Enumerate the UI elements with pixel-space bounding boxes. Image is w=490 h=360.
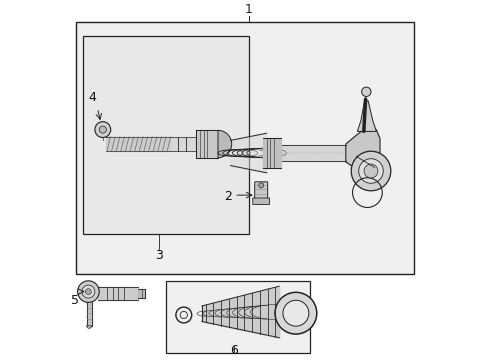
Circle shape bbox=[86, 289, 91, 294]
Bar bbox=[76, 22, 414, 274]
Circle shape bbox=[351, 151, 391, 191]
Circle shape bbox=[275, 292, 317, 334]
FancyBboxPatch shape bbox=[255, 182, 268, 201]
Circle shape bbox=[95, 122, 111, 138]
Circle shape bbox=[99, 126, 106, 133]
Circle shape bbox=[82, 285, 95, 298]
Circle shape bbox=[359, 159, 383, 183]
Circle shape bbox=[283, 300, 309, 326]
Wedge shape bbox=[87, 326, 92, 328]
Circle shape bbox=[362, 87, 371, 96]
Text: 3: 3 bbox=[155, 249, 163, 262]
Circle shape bbox=[364, 164, 378, 178]
Text: 6: 6 bbox=[230, 345, 238, 357]
Text: 4: 4 bbox=[88, 91, 96, 104]
Bar bbox=[83, 36, 248, 234]
Wedge shape bbox=[218, 130, 232, 158]
Bar bbox=[166, 281, 310, 353]
Circle shape bbox=[259, 183, 264, 188]
Text: 5: 5 bbox=[72, 294, 79, 307]
Polygon shape bbox=[357, 101, 376, 131]
Circle shape bbox=[77, 281, 99, 302]
Text: 2: 2 bbox=[224, 190, 232, 203]
Polygon shape bbox=[346, 130, 380, 169]
Text: 1: 1 bbox=[245, 3, 252, 15]
FancyBboxPatch shape bbox=[253, 198, 270, 204]
